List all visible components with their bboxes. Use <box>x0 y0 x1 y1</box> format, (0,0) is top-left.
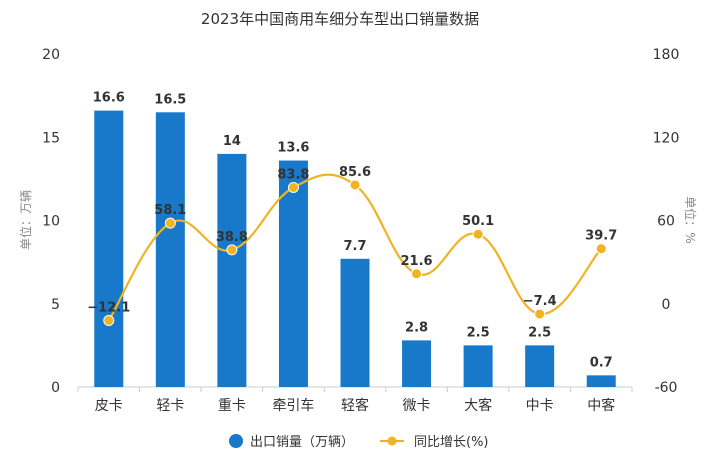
line-value-label: −7.4 <box>523 294 557 309</box>
x-tick-label: 轻客 <box>341 397 369 414</box>
x-tick-label: 中卡 <box>526 398 554 414</box>
bar[interactable] <box>155 112 185 388</box>
bar-value-label: 16.6 <box>93 91 125 106</box>
y-right-tick-label: -60 <box>655 380 678 396</box>
line-point[interactable] <box>534 308 546 320</box>
bar[interactable] <box>525 345 555 387</box>
axes: 0 5 10 15 20 -60 0 60 120 180 皮卡 轻卡 重卡 牵引车 轻客 微卡 大客 中卡 中客 <box>42 47 679 414</box>
y-right-tick-label: 120 <box>653 130 680 146</box>
bar[interactable] <box>217 153 247 387</box>
legend-bar-label[interactable]: 出口销量（万辆） <box>250 435 354 450</box>
bar-value-label: 13.6 <box>277 141 309 156</box>
bar-value-label: 2.5 <box>467 325 490 340</box>
legend-line-marker <box>387 436 397 446</box>
line-point[interactable] <box>349 179 361 191</box>
x-tick-label: 牵引车 <box>272 397 314 414</box>
x-tick-label: 皮卡 <box>95 398 123 414</box>
line-point[interactable] <box>287 181 299 193</box>
y-right-tick-label: 180 <box>653 47 680 63</box>
x-tick-label: 轻卡 <box>156 398 184 414</box>
y-left-tick-label: 0 <box>51 380 60 396</box>
line-value-label: 83.8 <box>277 167 309 182</box>
legend-line-label[interactable]: 同比增长(%) <box>414 435 489 450</box>
y-left-tick-label: 15 <box>42 130 60 146</box>
legend: 出口销量（万辆） 同比增长(%) <box>229 434 489 450</box>
bar[interactable] <box>278 160 308 387</box>
line-value-label: 85.6 <box>339 165 371 180</box>
line-point[interactable] <box>164 217 176 229</box>
y-left-tick-label: 20 <box>42 47 60 63</box>
x-tick-label: 大客 <box>464 397 492 414</box>
bar-series <box>94 110 616 388</box>
y-axis-left-label: 单位：万辆 <box>18 190 33 250</box>
bar-value-label: 2.5 <box>528 325 551 340</box>
line-series <box>103 173 607 327</box>
line-point[interactable] <box>103 315 115 327</box>
line-value-label: 58.1 <box>154 203 186 218</box>
bar[interactable] <box>586 375 616 387</box>
bar[interactable] <box>402 340 432 387</box>
y-right-tick-label: 60 <box>657 214 675 230</box>
bar-value-label: 7.7 <box>343 239 366 254</box>
line-value-label: 38.8 <box>216 230 248 245</box>
line-value-label: 39.7 <box>585 229 617 244</box>
bar[interactable] <box>340 258 370 387</box>
x-tick-label: 重卡 <box>218 398 246 414</box>
bar-value-label: 14 <box>223 134 241 149</box>
bar[interactable] <box>94 110 124 388</box>
legend-bar-swatch <box>229 434 243 448</box>
line-point[interactable] <box>472 228 484 240</box>
line-value-label: 50.1 <box>462 214 494 229</box>
line-point[interactable] <box>411 268 423 280</box>
chart-title: 2023年中国商用车细分车型出口销量数据 <box>201 10 479 28</box>
data-labels: 16.6 16.5 14 13.6 7.7 2.8 2.5 2.5 0.7 −12.1 58.1 38… <box>87 91 617 371</box>
y-right-tick-label: 0 <box>662 297 671 313</box>
bar[interactable] <box>463 345 493 387</box>
x-tick-label: 微卡 <box>403 398 431 414</box>
x-tick-label: 中客 <box>587 397 615 414</box>
y-axis-right-label: 单位：% <box>683 196 698 243</box>
y-left-tick-label: 10 <box>42 214 60 230</box>
bar-value-label: 0.7 <box>590 355 613 370</box>
line-point[interactable] <box>595 243 607 255</box>
bar-value-label: 2.8 <box>405 320 428 335</box>
line-value-label: −12.1 <box>87 301 130 316</box>
line-value-label: 21.6 <box>401 254 433 269</box>
line-point[interactable] <box>226 244 238 256</box>
bar-value-label: 16.5 <box>154 92 186 107</box>
y-left-tick-label: 5 <box>51 297 60 313</box>
